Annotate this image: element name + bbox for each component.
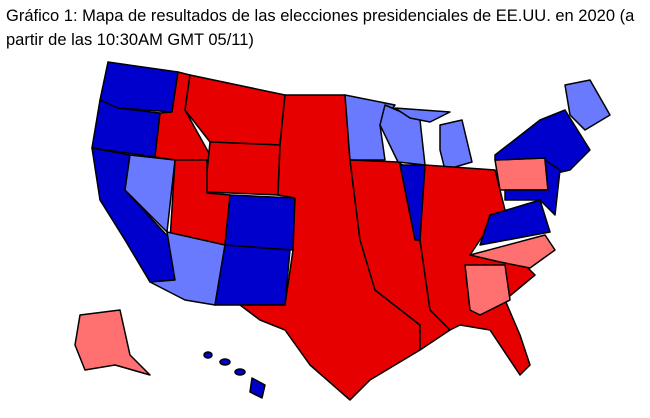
state [204,141,281,196]
title: Gráfico 1: Mapa de resultados de las ele… [6,7,635,49]
state [344,94,396,161]
state [494,157,549,191]
state [214,244,291,306]
state [224,194,296,251]
state [479,199,551,246]
state [469,234,556,269]
state [184,74,286,146]
state [439,119,473,171]
state [504,159,561,216]
state [219,358,231,366]
state [74,309,151,376]
state [99,61,179,113]
state [203,351,213,359]
state [464,264,511,316]
state [564,79,611,131]
state [494,109,591,176]
state [249,377,266,399]
state [234,368,246,376]
state [394,107,451,123]
